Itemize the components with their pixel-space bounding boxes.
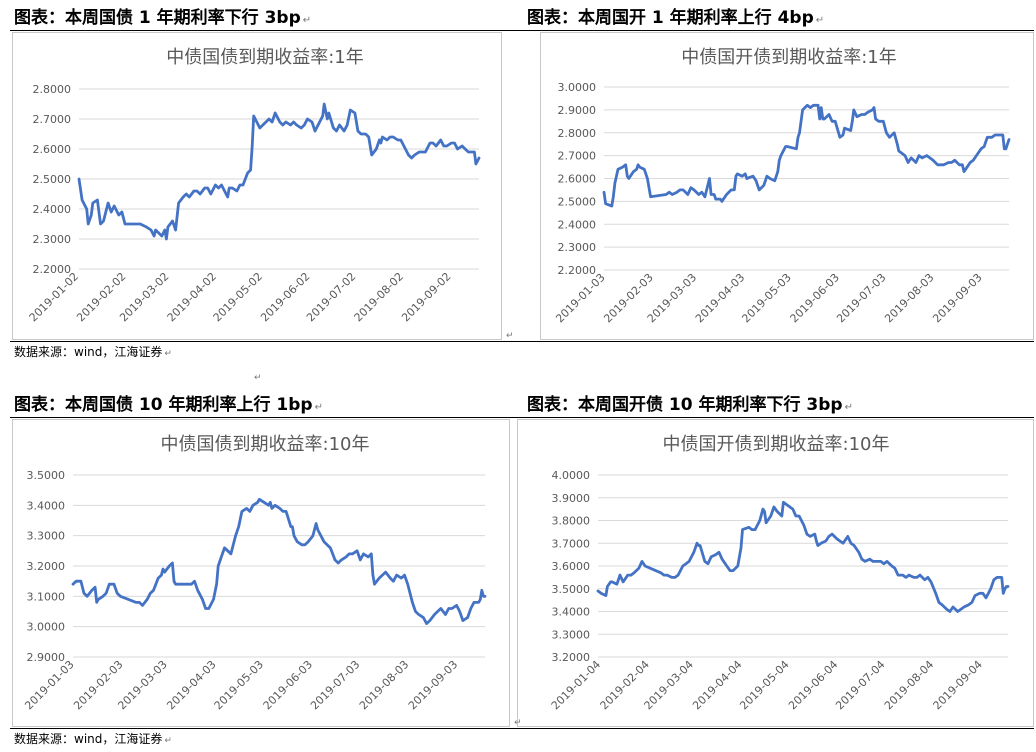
y-tick-label: 2.5000	[33, 173, 72, 186]
series-line	[71, 497, 487, 625]
figure-heading-govt-10y: 图表：本周国债 10 年期利率上行 1bp ↵	[14, 395, 323, 418]
y-tick-label: 2.8000	[558, 127, 597, 140]
y-tick-label: 2.7000	[33, 113, 72, 126]
chart-panel-cdb-1y: 中债国开债到期收益率:1年 2.2000 2.3000 2.4000 2.5000 2.6…	[540, 32, 1034, 340]
chart-title: 中债国债到期收益率:1年	[166, 47, 364, 68]
source-note-bottom: 数据来源：wind，江海证券 ↵	[14, 731, 172, 749]
x-tick-label: 2019-01-02	[27, 270, 81, 324]
y-tick-label: 3.7000	[552, 537, 591, 550]
x-tick-label: 2019-07-04	[833, 658, 887, 712]
y-tick-label: 2.8000	[33, 83, 72, 96]
y-tick-label: 3.5000	[552, 583, 591, 596]
return-mark: ↵	[302, 15, 312, 26]
heading-rule	[10, 30, 1034, 31]
x-tick-label: 2019-04-04	[690, 658, 744, 712]
y-tick-label: 2.6000	[558, 173, 597, 186]
return-mark: ↵	[506, 331, 514, 341]
heading-text: 图表：本周国开 1 年期利率上行 4bp	[527, 8, 814, 28]
line-chart-cdb-1y: 中债国开债到期收益率:1年 2.2000 2.3000 2.4000 2.5000 2.6…	[553, 47, 1011, 325]
figure-heading-cdb-10y: 图表：本周国开债 10 年期利率下行 3bp ↵	[527, 395, 853, 418]
return-mark: ↵	[164, 349, 172, 359]
series-line	[596, 500, 1010, 613]
y-tick-label: 3.1000	[27, 590, 66, 603]
y-tick-label: 2.4000	[558, 218, 597, 231]
x-tick-label: 2019-08-03	[882, 271, 936, 325]
return-mark: ↵	[844, 402, 853, 413]
x-tick-label: 2019-07-03	[834, 271, 888, 325]
line-chart-govt-10y: 中债国债到期收益率:10年 2.9000 3.0000 3.1000 3.2000 3.3…	[22, 434, 487, 712]
x-tick-label: 2019-08-03	[357, 658, 411, 712]
y-tick-label: 3.6000	[552, 560, 591, 573]
y-tick-label: 4.0000	[552, 469, 591, 482]
y-tick-label: 3.0000	[558, 81, 597, 94]
x-tick-label: 2019-08-04	[882, 658, 936, 712]
series-line	[77, 102, 481, 241]
x-tick-label: 2019-01-04	[549, 658, 603, 712]
y-tick-label: 2.3000	[558, 241, 597, 254]
y-tick-label: 2.3000	[33, 233, 72, 246]
y-tick-label: 2.6000	[33, 143, 72, 156]
x-tick-label: 2019-07-03	[308, 658, 362, 712]
source-note-top: 数据来源：wind，江海证券 ↵	[14, 344, 172, 362]
return-mark: ↵	[815, 15, 825, 26]
x-tick-label: 2019-09-03	[930, 271, 984, 325]
y-tick-label: 2.2000	[558, 264, 597, 277]
heading-text: 图表：本周国债 1 年期利率下行 3bp	[14, 8, 301, 28]
heading-text: 图表：本周国开债 10 年期利率下行 3bp	[527, 395, 843, 415]
x-tick-label: 2019-04-03	[164, 658, 218, 712]
figure-heading-govt-1y: 图表：本周国债 1 年期利率下行 3bp ↵	[14, 8, 311, 31]
y-tick-label: 3.3000	[552, 628, 591, 641]
chart-title: 中债国债到期收益率:10年	[161, 434, 370, 455]
line-chart-cdb-10y: 中债国开债到期收益率:10年 3.2000 3.3000 3.4000 3.5000 3.…	[549, 434, 1010, 712]
heading-rule	[10, 417, 1034, 418]
y-tick-label: 2.9000	[27, 651, 66, 664]
x-tick-label: 2019-09-04	[931, 658, 985, 712]
y-tick-label: 3.5000	[27, 469, 66, 482]
chart-title: 中债国开债到期收益率:10年	[663, 434, 890, 455]
heading-text: 图表：本周国债 10 年期利率上行 1bp	[14, 395, 313, 415]
x-tick-label: 2019-01-03	[22, 658, 76, 712]
y-tick-label: 3.9000	[552, 492, 591, 505]
x-tick-label: 2019-06-03	[261, 658, 315, 712]
y-tick-label: 3.2000	[552, 651, 591, 664]
line-chart-govt-1y: 中债国债到期收益率:1年 2.2000 2.3000 2.4000 2.5000 2.60…	[27, 47, 481, 324]
x-tick-label: 2019-09-03	[406, 658, 460, 712]
y-tick-label: 3.4000	[27, 499, 66, 512]
x-tick-label: 2019-05-04	[737, 658, 791, 712]
x-tick-label: 2019-05-02	[211, 270, 265, 324]
chart-panel-cdb-10y: 中债国开债到期收益率:10年 3.2000 3.3000 3.4000 3.5000 3.…	[517, 419, 1034, 727]
x-tick-label: 2019-01-03	[553, 271, 607, 325]
x-tick-label: 2019-07-02	[304, 270, 358, 324]
source-rule	[10, 341, 1034, 342]
y-tick-label: 2.2000	[33, 263, 72, 276]
figure-heading-cdb-1y: 图表：本周国开 1 年期利率上行 4bp ↵	[527, 8, 824, 31]
source-text: 数据来源：wind，江海证券	[14, 345, 163, 359]
y-tick-label: 3.4000	[552, 606, 591, 619]
x-tick-label: 2019-09-02	[399, 270, 453, 324]
x-tick-label: 2019-05-03	[739, 271, 793, 325]
series-line	[602, 103, 1011, 208]
x-tick-label: 2019-05-03	[212, 658, 266, 712]
return-mark: ↵	[514, 718, 522, 728]
source-text: 数据来源：wind，江海证券	[14, 732, 163, 746]
y-tick-label: 3.3000	[27, 530, 66, 543]
return-mark: ↵	[254, 373, 262, 383]
y-tick-label: 2.5000	[558, 195, 597, 208]
return-mark: ↵	[314, 402, 323, 413]
chart-panel-govt-10y: 中债国债到期收益率:10年 2.9000 3.0000 3.1000 3.2000 3.3…	[12, 419, 510, 727]
x-tick-label: 2019-06-04	[786, 658, 840, 712]
y-tick-label: 3.8000	[552, 515, 591, 528]
chart-panel-govt-1y: 中债国债到期收益率:1年 2.2000 2.3000 2.4000 2.5000 2.60…	[12, 32, 502, 340]
return-mark: ↵	[164, 736, 172, 746]
y-tick-label: 2.7000	[558, 150, 597, 163]
y-tick-label: 3.0000	[27, 621, 66, 634]
y-tick-label: 2.9000	[558, 104, 597, 117]
y-tick-label: 2.4000	[33, 203, 72, 216]
chart-title: 中债国开债到期收益率:1年	[681, 47, 897, 68]
y-tick-label: 3.2000	[27, 560, 66, 573]
source-rule	[10, 728, 1034, 729]
x-tick-label: 2019-08-02	[352, 270, 406, 324]
